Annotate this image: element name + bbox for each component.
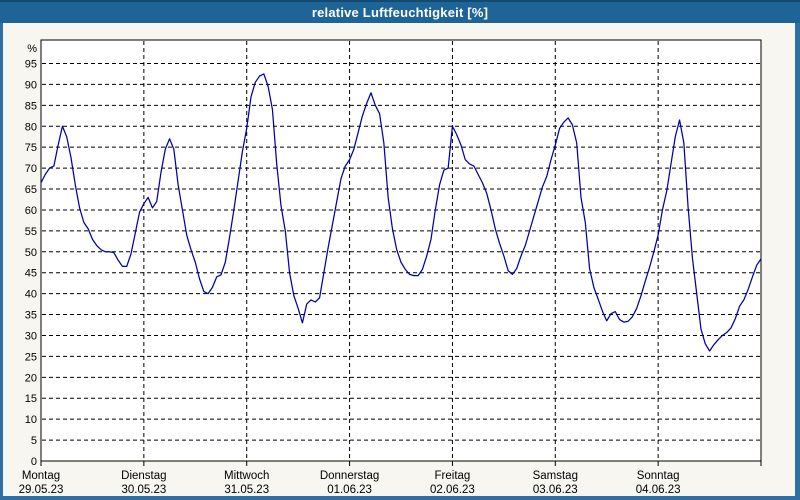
y-axis-tick-label: 35	[25, 310, 37, 322]
window-titlebar: relative Luftfeuchtigkeit [%]	[0, 0, 800, 23]
x-axis-day-label: Samstag	[533, 470, 578, 482]
y-axis-tick-label: 80	[25, 121, 37, 133]
y-axis-tick-label: 95	[25, 59, 37, 71]
x-axis-date-label: 02.06.23	[430, 484, 475, 496]
y-axis-tick-label: 15	[25, 393, 37, 405]
y-axis-tick-label: 25	[25, 351, 37, 363]
y-axis-tick-label: 10	[25, 414, 37, 426]
y-axis-tick-label: 0	[31, 456, 37, 468]
humidity-curve	[40, 73, 762, 352]
plot-area	[40, 39, 762, 462]
y-axis-tick-label: 60	[25, 205, 37, 217]
y-axis-tick-label: 40	[25, 289, 37, 301]
y-axis-tick-label: 70	[25, 163, 37, 175]
x-axis-date-label: 31.05.23	[224, 484, 269, 496]
y-axis-tick-label: 45	[25, 268, 37, 280]
x-axis-day-label: Dienstag	[121, 470, 166, 482]
y-axis-tick-label: 75	[25, 142, 37, 154]
x-axis-date-label: 03.06.23	[533, 484, 578, 496]
x-axis-day-label: Donnerstag	[320, 470, 379, 482]
y-axis-tick-label: 20	[25, 372, 37, 384]
y-axis-tick-label: 85	[25, 100, 37, 112]
y-axis-tick-label: 55	[25, 226, 37, 238]
y-axis-tick-label: 30	[25, 330, 37, 342]
x-axis-day-label: Freitag	[435, 470, 471, 482]
y-axis-unit-label: %	[27, 43, 37, 55]
x-axis-date-label: 29.05.23	[19, 484, 64, 496]
x-axis-day-label: Mittwoch	[224, 470, 269, 482]
page-title: relative Luftfeuchtigkeit [%]	[311, 5, 489, 20]
x-axis-day-label: Sonntag	[637, 470, 680, 482]
x-axis-date-label: 04.06.23	[636, 484, 681, 496]
y-axis-tick-label: 50	[25, 247, 37, 259]
y-axis-tick-label: 5	[31, 435, 37, 447]
y-axis-tick-label: 65	[25, 184, 37, 196]
x-axis-date-label: 30.05.23	[121, 484, 166, 496]
x-axis-day-label: Montag	[22, 470, 60, 482]
y-axis-tick-label: 90	[25, 79, 37, 91]
x-axis-date-label: 01.06.23	[327, 484, 372, 496]
